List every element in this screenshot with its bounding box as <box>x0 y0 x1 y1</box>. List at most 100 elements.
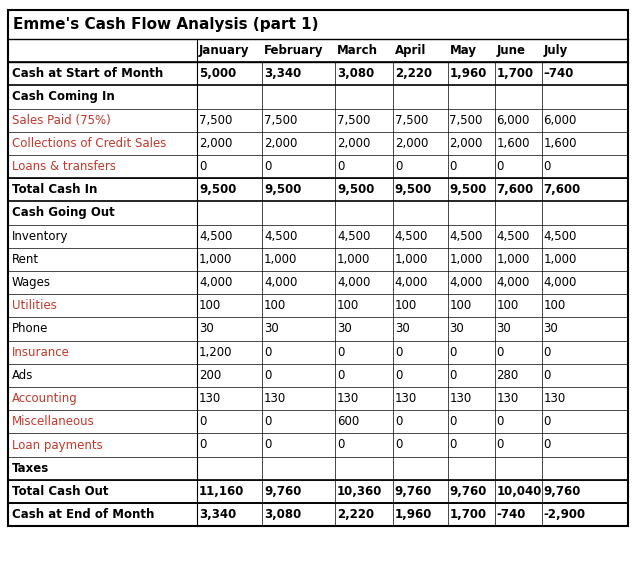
Text: 1,600: 1,600 <box>544 137 577 150</box>
Text: 0: 0 <box>395 439 402 451</box>
Text: 100: 100 <box>264 299 286 312</box>
Text: Inventory: Inventory <box>12 230 69 243</box>
Text: 0: 0 <box>395 415 402 428</box>
Text: 4,000: 4,000 <box>497 276 530 289</box>
Text: 30: 30 <box>264 323 279 336</box>
Text: Utilities: Utilities <box>12 299 57 312</box>
Text: 1,000: 1,000 <box>497 253 530 266</box>
Text: 2,000: 2,000 <box>395 137 428 150</box>
Text: 4,500: 4,500 <box>199 230 232 243</box>
Text: 0: 0 <box>544 369 551 382</box>
Text: 130: 130 <box>497 392 519 405</box>
Text: 9,760: 9,760 <box>264 485 301 498</box>
Text: 130: 130 <box>264 392 286 405</box>
Text: 9,500: 9,500 <box>395 183 432 196</box>
Text: 5,000: 5,000 <box>199 67 236 80</box>
Text: 0: 0 <box>450 415 457 428</box>
Text: 11,160: 11,160 <box>199 485 244 498</box>
Text: July: July <box>544 44 568 57</box>
Text: 4,000: 4,000 <box>450 276 483 289</box>
Text: 30: 30 <box>544 323 558 336</box>
Text: 100: 100 <box>395 299 417 312</box>
Text: 1,000: 1,000 <box>337 253 371 266</box>
Text: 4,000: 4,000 <box>544 276 577 289</box>
Text: 9,760: 9,760 <box>450 485 487 498</box>
Text: 0: 0 <box>264 160 272 173</box>
Text: May: May <box>450 44 476 57</box>
Text: 0: 0 <box>199 415 206 428</box>
Text: 6,000: 6,000 <box>497 114 530 127</box>
Text: 0: 0 <box>497 345 504 359</box>
Text: 2,000: 2,000 <box>264 137 298 150</box>
Text: 100: 100 <box>199 299 221 312</box>
Text: 6,000: 6,000 <box>544 114 577 127</box>
Text: 0: 0 <box>497 160 504 173</box>
Text: Wages: Wages <box>12 276 51 289</box>
Text: 3,080: 3,080 <box>337 67 375 80</box>
Text: 0: 0 <box>450 160 457 173</box>
Text: 2,000: 2,000 <box>337 137 371 150</box>
Text: 4,500: 4,500 <box>544 230 577 243</box>
Text: 7,500: 7,500 <box>264 114 298 127</box>
Text: 200: 200 <box>199 369 221 382</box>
Text: 0: 0 <box>544 415 551 428</box>
Text: 0: 0 <box>337 439 345 451</box>
Text: 4,500: 4,500 <box>497 230 530 243</box>
Text: 1,700: 1,700 <box>450 508 487 521</box>
Text: 0: 0 <box>497 439 504 451</box>
Text: Taxes: Taxes <box>12 462 49 475</box>
Text: 4,000: 4,000 <box>337 276 371 289</box>
Text: 0: 0 <box>450 439 457 451</box>
Text: 0: 0 <box>264 345 272 359</box>
Text: 280: 280 <box>497 369 519 382</box>
Text: 130: 130 <box>450 392 472 405</box>
Text: 0: 0 <box>544 345 551 359</box>
Text: 9,500: 9,500 <box>199 183 237 196</box>
Text: 4,500: 4,500 <box>450 230 483 243</box>
Text: 9,760: 9,760 <box>395 485 432 498</box>
Text: 30: 30 <box>199 323 214 336</box>
Text: –740: –740 <box>544 67 574 80</box>
Text: Miscellaneous: Miscellaneous <box>12 415 95 428</box>
Text: 130: 130 <box>337 392 359 405</box>
Text: 1,000: 1,000 <box>264 253 298 266</box>
Text: 130: 130 <box>199 392 221 405</box>
Text: March: March <box>337 44 378 57</box>
Text: Accounting: Accounting <box>12 392 78 405</box>
Text: 3,340: 3,340 <box>199 508 236 521</box>
Text: 0: 0 <box>544 439 551 451</box>
Text: Total Cash In: Total Cash In <box>12 183 97 196</box>
Text: 10,040: 10,040 <box>497 485 542 498</box>
Text: -2,900: -2,900 <box>544 508 586 521</box>
Text: 4,000: 4,000 <box>395 276 428 289</box>
Text: Collections of Credit Sales: Collections of Credit Sales <box>12 137 167 150</box>
Text: Emme's Cash Flow Analysis (part 1): Emme's Cash Flow Analysis (part 1) <box>13 17 319 32</box>
Text: 7,500: 7,500 <box>337 114 371 127</box>
Text: 0: 0 <box>450 369 457 382</box>
Text: 100: 100 <box>544 299 566 312</box>
Text: 30: 30 <box>337 323 352 336</box>
Text: 0: 0 <box>395 369 402 382</box>
Text: 9,500: 9,500 <box>337 183 375 196</box>
Text: 2,000: 2,000 <box>450 137 483 150</box>
Text: 0: 0 <box>497 415 504 428</box>
Text: 1,700: 1,700 <box>497 67 534 80</box>
Text: 2,220: 2,220 <box>395 67 432 80</box>
Text: 4,500: 4,500 <box>337 230 371 243</box>
Text: 7,500: 7,500 <box>199 114 232 127</box>
Text: 1,000: 1,000 <box>544 253 577 266</box>
Text: 0: 0 <box>450 345 457 359</box>
Text: 3,080: 3,080 <box>264 508 301 521</box>
Text: 7,600: 7,600 <box>544 183 581 196</box>
Text: 0: 0 <box>264 369 272 382</box>
Text: January: January <box>199 44 249 57</box>
Text: 130: 130 <box>395 392 417 405</box>
Text: 0: 0 <box>395 160 402 173</box>
Text: 1,200: 1,200 <box>199 345 232 359</box>
Text: 3,340: 3,340 <box>264 67 301 80</box>
Text: 2,220: 2,220 <box>337 508 374 521</box>
Text: 0: 0 <box>337 369 345 382</box>
Text: 2,000: 2,000 <box>199 137 232 150</box>
Text: 0: 0 <box>395 345 402 359</box>
Text: 1,960: 1,960 <box>450 67 487 80</box>
